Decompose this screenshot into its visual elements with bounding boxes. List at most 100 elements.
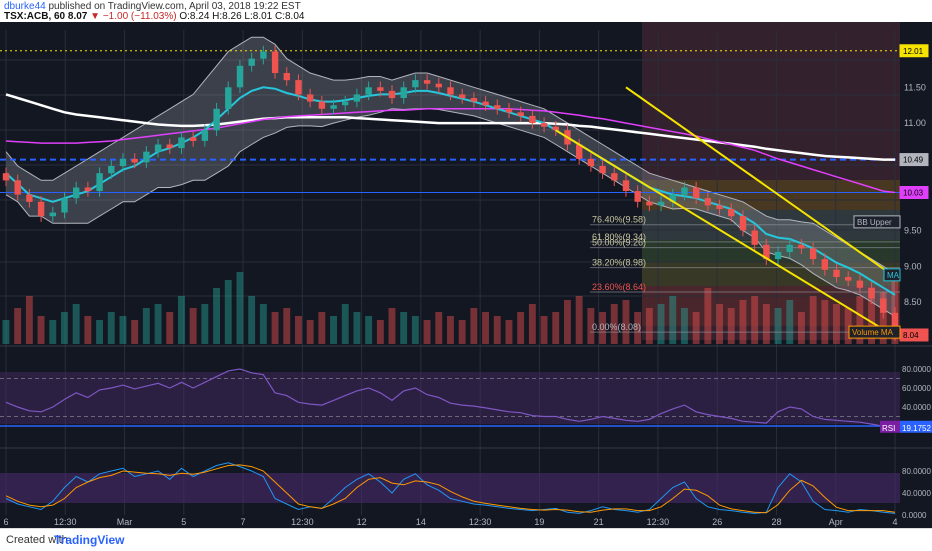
candle-body	[330, 105, 337, 109]
candle-body	[225, 87, 232, 109]
candle-body	[599, 166, 606, 174]
candle-body	[891, 312, 899, 335]
volume-bar	[669, 296, 677, 344]
time-tick-label: 6	[3, 517, 8, 527]
candle-body	[587, 158, 595, 167]
candle-body	[377, 87, 384, 91]
candle-body	[821, 259, 828, 270]
trading-chart[interactable]: 76.40%(9.58) 61.80%(9.34)50.00%(9.26) 38.2…	[0, 22, 932, 528]
volume-bar	[751, 296, 759, 344]
price-tick-label: 9.00	[904, 261, 922, 271]
volume-bar	[341, 304, 349, 344]
volume-bar	[447, 316, 454, 344]
candle-body	[131, 158, 138, 163]
candle-body	[716, 205, 723, 209]
rsi-line	[5, 368, 896, 428]
tradingview-logo[interactable]: TradingView	[54, 533, 125, 547]
price-label-text: Volume MA	[852, 328, 894, 337]
candle-body	[657, 201, 665, 206]
volume-bar	[645, 308, 653, 344]
candle-body	[248, 58, 255, 66]
volume-bar	[142, 308, 150, 344]
candlesticks	[2, 45, 899, 341]
candle-body	[482, 101, 489, 106]
fib-zone-top	[642, 180, 900, 210]
price-tick-label: 11.00	[904, 118, 926, 128]
candle-body	[880, 298, 887, 313]
volume-bar	[49, 320, 57, 344]
price-label-box	[899, 186, 929, 200]
candle-body	[2, 173, 10, 181]
candle-body	[201, 130, 209, 141]
volume-bar	[599, 312, 606, 344]
volume-bar	[84, 316, 92, 344]
time-tick-label: 12:30	[54, 517, 77, 527]
volume-bar	[528, 304, 536, 344]
time-tick-label: 5	[181, 517, 186, 527]
volume-bar	[798, 312, 805, 344]
fib-label-0: 76.40%(9.58)	[592, 215, 646, 225]
volume-bar	[856, 296, 864, 344]
volume-bar	[739, 300, 747, 344]
volume-bar	[716, 304, 723, 344]
rsi-value-tag	[900, 420, 932, 433]
time-tick-label: 21	[594, 517, 604, 527]
volume-bar	[189, 308, 197, 344]
candle-body	[669, 194, 676, 202]
price-tick-label: 9.50	[904, 225, 922, 235]
candle-body	[295, 80, 302, 95]
volume-bar	[271, 312, 279, 344]
volume-bar	[388, 308, 396, 344]
time-axis[interactable]: 6 12:30 Mar 5 7 12:30 12 14 12:30 19 21 12:30 26 28 Ap…	[3, 517, 897, 527]
candle-body	[833, 269, 840, 277]
price-label-text: BB Upper	[857, 218, 892, 227]
volume-bar	[259, 304, 267, 344]
rsi-value-label: 19.1752	[902, 424, 931, 433]
volume-bar	[681, 308, 688, 344]
volume-bar	[365, 316, 373, 344]
candle-body	[856, 280, 864, 288]
moving-average-pink	[5, 108, 896, 194]
created-with-text: Created with	[6, 534, 68, 546]
candle-body	[353, 94, 361, 102]
candle-body	[681, 187, 688, 195]
candle-body	[739, 216, 747, 231]
volume-bar	[762, 304, 770, 344]
rsi-name-tag	[880, 420, 900, 433]
candle-body	[318, 101, 326, 109]
candle-body	[26, 194, 33, 202]
candle-body	[845, 277, 852, 281]
bollinger-lower-line	[5, 108, 896, 317]
candle-body	[529, 115, 536, 124]
candle-body	[470, 98, 478, 102]
volume-bar	[213, 288, 220, 344]
candle-body	[774, 251, 782, 260]
author-link[interactable]: dburke44	[4, 1, 46, 12]
candle-body	[611, 173, 618, 181]
fib-label-2: 50.00%(9.26)	[592, 238, 646, 248]
candle-body	[49, 212, 56, 217]
candle-body	[763, 244, 770, 260]
volume-bar	[657, 304, 665, 344]
candle-body	[704, 198, 712, 206]
volume-bar	[201, 304, 209, 344]
volume-bar	[166, 312, 174, 344]
volume-bar	[178, 296, 185, 344]
stoch-tick-label: 80.0000	[902, 467, 931, 476]
price-tick-label: 11.50	[904, 82, 926, 92]
price-channel[interactable]	[555, 86, 896, 338]
candle-body	[622, 180, 630, 191]
candle-body	[400, 87, 407, 98]
price-axis[interactable]: 11.50 11.00 9.50 9.00 8.50	[904, 82, 926, 307]
volume-bar	[306, 320, 314, 344]
price-label-text: 10.49	[903, 156, 924, 165]
rsi-tick-label: 60.0000	[902, 384, 931, 393]
time-tick-label: Apr	[829, 517, 843, 527]
candle-body	[37, 201, 45, 217]
stoch-tick-label: 40.0000	[902, 489, 931, 498]
candle-body	[423, 80, 431, 84]
candle-body	[388, 90, 396, 99]
rsi-band	[0, 372, 900, 424]
published-text: published on TradingView.com, April 03, …	[48, 1, 301, 12]
price-label-text: 8.04	[903, 331, 919, 340]
